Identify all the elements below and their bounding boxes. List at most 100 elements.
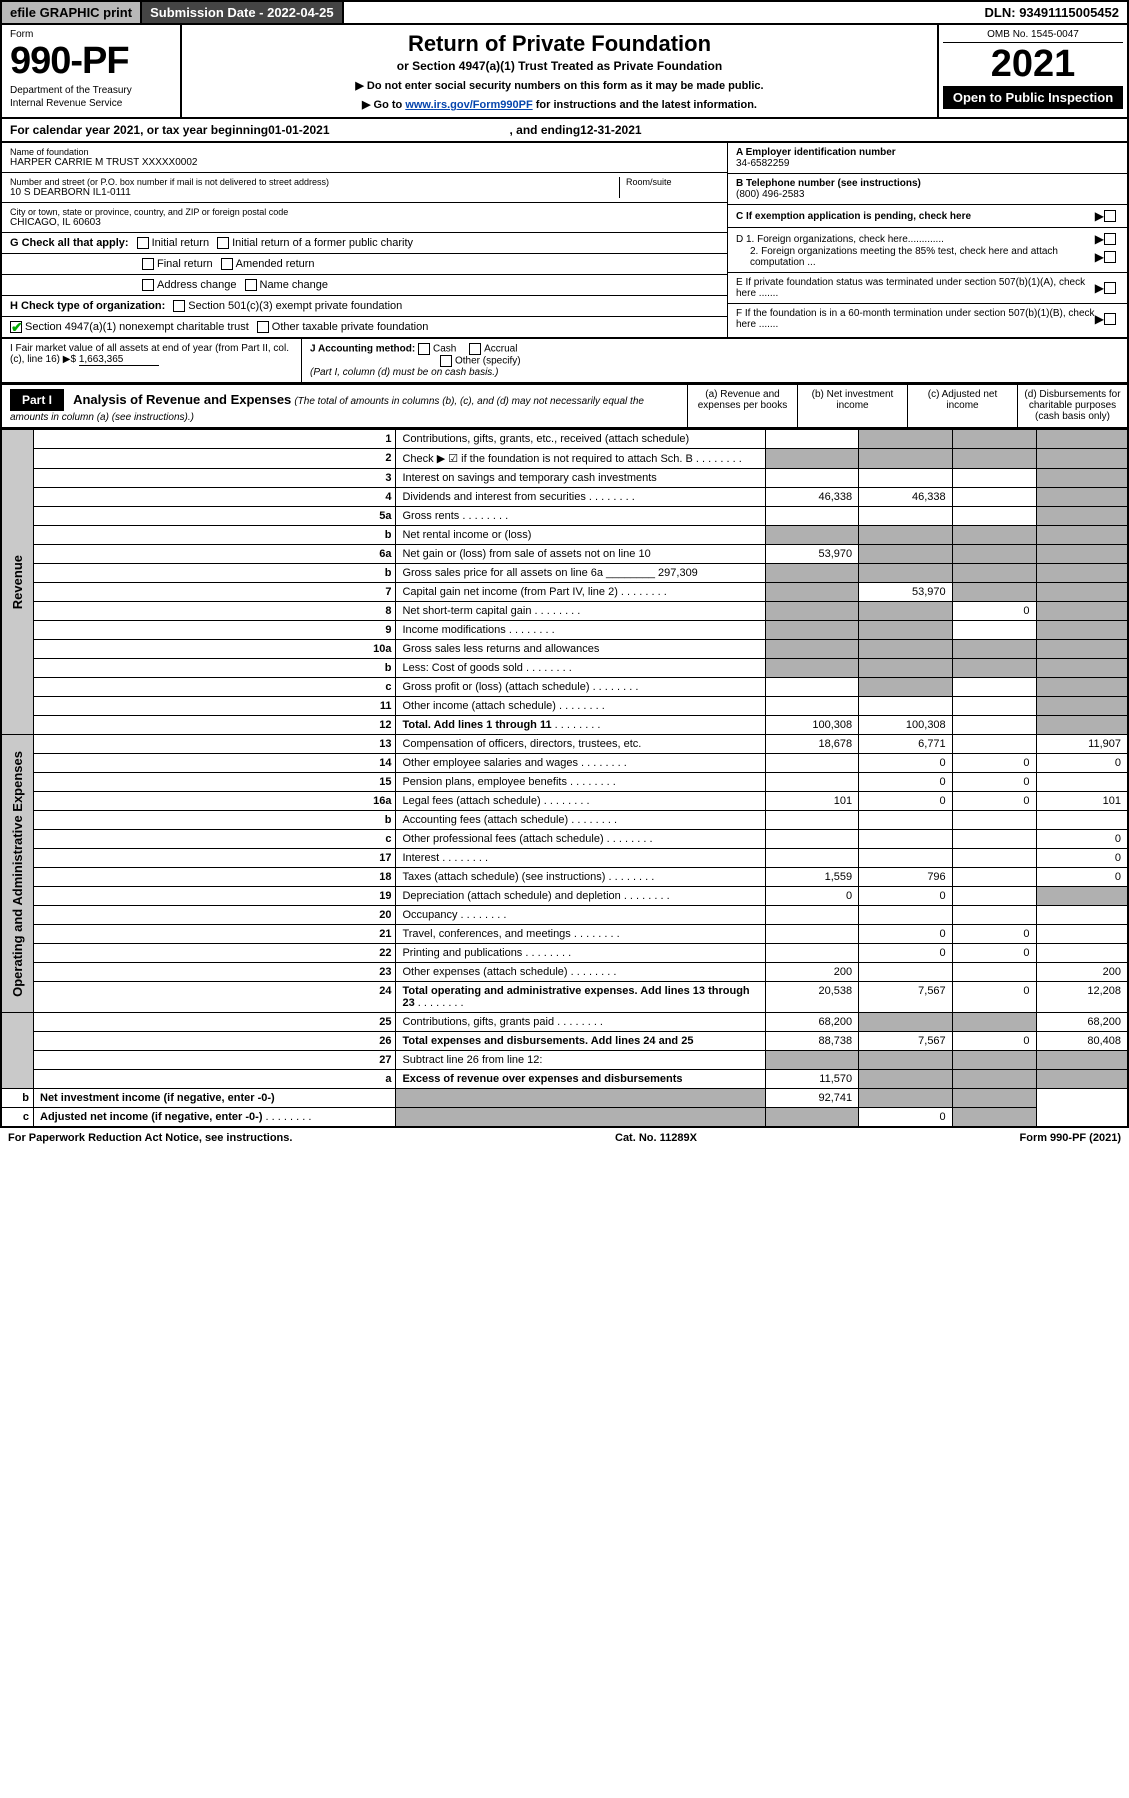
cell-value: 0 <box>859 792 953 811</box>
cell-shaded <box>765 602 859 621</box>
i-value: 1,663,365 <box>79 354 159 366</box>
other-method-checkbox[interactable] <box>440 355 452 367</box>
line-desc: Net investment income (if negative, ente… <box>34 1089 396 1108</box>
cell-value: 11,570 <box>765 1070 859 1089</box>
cell-shaded <box>1036 430 1128 449</box>
final-return-checkbox[interactable] <box>142 258 154 270</box>
cell-shaded <box>765 1051 859 1070</box>
f-checkbox[interactable] <box>1104 313 1116 325</box>
cell-value <box>952 830 1036 849</box>
line-number: 5a <box>34 507 396 526</box>
form-title: Return of Private Foundation <box>190 31 929 57</box>
table-row: 5aGross rents . . . . . . . . <box>1 507 1128 526</box>
cell-value <box>859 849 953 868</box>
cell-value: 92,741 <box>765 1089 859 1108</box>
cell-value <box>952 621 1036 640</box>
cell-shaded <box>1036 488 1128 507</box>
cell-shaded <box>396 1089 765 1108</box>
name-change-checkbox[interactable] <box>245 279 257 291</box>
line-number: c <box>1 1108 34 1128</box>
line-number: 18 <box>34 868 396 887</box>
cell-value: 0 <box>952 982 1036 1013</box>
cell-value <box>952 906 1036 925</box>
cell-shaded <box>1036 583 1128 602</box>
e-checkbox[interactable] <box>1104 282 1116 294</box>
cell-value <box>952 469 1036 488</box>
cell-value: 101 <box>765 792 859 811</box>
cell-shaded <box>952 583 1036 602</box>
line-number: b <box>1 1089 34 1108</box>
j-label: J Accounting method: <box>310 344 415 355</box>
table-row: Revenue1Contributions, gifts, grants, et… <box>1 430 1128 449</box>
cell-shaded <box>859 1070 953 1089</box>
line-desc: Total. Add lines 1 through 11 . . . . . … <box>396 716 765 735</box>
table-row: 24Total operating and administrative exp… <box>1 982 1128 1013</box>
cell-value <box>765 944 859 963</box>
initial-return-checkbox[interactable] <box>137 237 149 249</box>
table-row: 17Interest . . . . . . . .0 <box>1 849 1128 868</box>
cell-shaded <box>1036 659 1128 678</box>
cell-value: 80,408 <box>1036 1032 1128 1051</box>
line-number: b <box>34 564 396 583</box>
amended-return-checkbox[interactable] <box>221 258 233 270</box>
room-label: Room/suite <box>626 177 719 187</box>
cell-shaded <box>765 449 859 469</box>
accrual-checkbox[interactable] <box>469 343 481 355</box>
g-label: G Check all that apply: <box>10 237 129 249</box>
cell-shaded <box>1036 621 1128 640</box>
cell-shaded <box>1036 545 1128 564</box>
501c3-checkbox[interactable] <box>173 300 185 312</box>
c-checkbox[interactable] <box>1104 210 1116 222</box>
cell-shaded <box>1036 449 1128 469</box>
line-number: 15 <box>34 773 396 792</box>
line-number: c <box>34 830 396 849</box>
4947a1-checkbox[interactable] <box>10 321 22 333</box>
cell-value <box>765 830 859 849</box>
line-desc: Net gain or (loss) from sale of assets n… <box>396 545 765 564</box>
cell-shaded <box>765 659 859 678</box>
cash-checkbox[interactable] <box>418 343 430 355</box>
header-mid: Return of Private Foundation or Section … <box>182 25 937 117</box>
d2-checkbox[interactable] <box>1104 251 1116 263</box>
table-row: bNet investment income (if negative, ent… <box>1 1089 1128 1108</box>
cell-shaded <box>1036 640 1128 659</box>
omb-number: OMB No. 1545-0047 <box>943 29 1123 43</box>
street-address: 10 S DEARBORN IL1-0111 <box>10 187 619 198</box>
other-taxable-checkbox[interactable] <box>257 321 269 333</box>
line-desc: Interest . . . . . . . . <box>396 849 765 868</box>
irs-link[interactable]: www.irs.gov/Form990PF <box>405 99 532 111</box>
line-number: 3 <box>34 469 396 488</box>
line-number: 2 <box>34 449 396 469</box>
cell-shaded <box>952 526 1036 545</box>
d1-checkbox[interactable] <box>1104 233 1116 245</box>
table-row: 2Check ▶ ☑ if the foundation is not requ… <box>1 449 1128 469</box>
col-b-header: (b) Net investment income <box>797 385 907 427</box>
part1-badge: Part I <box>10 389 64 411</box>
table-row: cAdjusted net income (if negative, enter… <box>1 1108 1128 1128</box>
cell-value: 68,200 <box>1036 1013 1128 1032</box>
page-footer: For Paperwork Reduction Act Notice, see … <box>0 1128 1129 1148</box>
line-desc: Check ▶ ☑ if the foundation is not requi… <box>396 449 765 469</box>
d2-label: 2. Foreign organizations meeting the 85%… <box>750 246 1095 268</box>
cell-shaded <box>859 640 953 659</box>
line-desc: Compensation of officers, directors, tru… <box>396 735 765 754</box>
line-number: 26 <box>34 1032 396 1051</box>
cell-value <box>859 963 953 982</box>
address-change-checkbox[interactable] <box>142 279 154 291</box>
line-number: 6a <box>34 545 396 564</box>
cell-shaded <box>952 1070 1036 1089</box>
calendar-year-row: For calendar year 2021, or tax year begi… <box>0 119 1129 143</box>
cell-value: 0 <box>859 887 953 906</box>
table-row: 21Travel, conferences, and meetings . . … <box>1 925 1128 944</box>
form-word: Form <box>10 29 172 40</box>
table-row: 3Interest on savings and temporary cash … <box>1 469 1128 488</box>
cell-value: 7,567 <box>859 1032 953 1051</box>
line-desc: Other professional fees (attach schedule… <box>396 830 765 849</box>
ein-value: 34-6582259 <box>736 158 1119 169</box>
table-row: 23Other expenses (attach schedule) . . .… <box>1 963 1128 982</box>
initial-former-checkbox[interactable] <box>217 237 229 249</box>
cell-shaded <box>765 621 859 640</box>
cell-value <box>1036 773 1128 792</box>
line-desc: Contributions, gifts, grants paid . . . … <box>396 1013 765 1032</box>
table-row: bGross sales price for all assets on lin… <box>1 564 1128 583</box>
